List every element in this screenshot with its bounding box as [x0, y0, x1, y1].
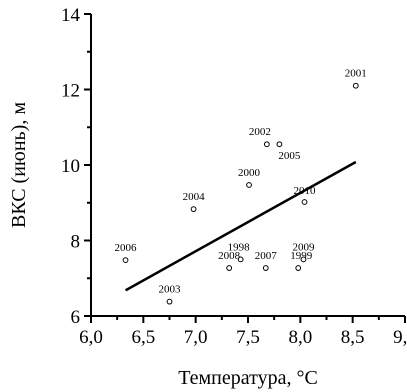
point-label: 1999	[290, 250, 313, 262]
x-tick-label: 6,0	[79, 327, 103, 348]
point-label: 2008	[218, 250, 241, 262]
x-tick-label: 6,5	[131, 327, 155, 348]
y-tick-label: 6	[71, 307, 81, 328]
y-axis-title: ВКС (июнь), м	[8, 102, 30, 228]
point-label: 2000	[238, 167, 261, 179]
trendline	[124, 160, 357, 292]
point-label: 2009	[292, 241, 315, 253]
data-point	[190, 206, 197, 213]
point-label: 2003	[159, 284, 182, 296]
point-label: 2001	[345, 68, 367, 80]
point-label: 2005	[278, 150, 301, 162]
data-point	[295, 265, 302, 271]
x-tick-label: 8,5	[341, 327, 365, 348]
x-axis-title: Температура, °C	[178, 367, 318, 389]
data-point	[246, 182, 252, 188]
y-tick-label: 14	[61, 5, 81, 26]
x-tick-label: 7,5	[236, 327, 260, 348]
point-label: 2010	[294, 185, 317, 197]
point-label: 2004	[183, 191, 206, 203]
point-label: 2007	[255, 250, 278, 262]
data-point	[262, 265, 269, 271]
y-tick-label: 12	[61, 81, 80, 102]
x-tick-label: 8,0	[288, 327, 312, 348]
data-point	[226, 265, 233, 271]
data-point	[122, 257, 129, 264]
y-tick-label: 10	[61, 156, 80, 177]
point-label: 1998	[228, 241, 251, 253]
data-point	[352, 82, 359, 89]
data-point	[276, 141, 283, 148]
x-tick-label: 7,0	[184, 327, 208, 348]
y-axis: 6 8 10 12 14	[61, 5, 92, 328]
data-point	[166, 298, 173, 305]
point-label: 2002	[249, 126, 271, 138]
data-point	[237, 256, 244, 263]
point-label: 2006	[115, 242, 138, 254]
x-tick-label: 9,0	[393, 327, 407, 348]
x-axis: 6,0 6,5 7,0 7,5 8,0 8,5 9,0	[79, 315, 407, 348]
trendline-group	[124, 160, 357, 292]
data-point	[301, 199, 308, 205]
y-tick-label: 8	[71, 232, 81, 253]
data-point	[300, 256, 307, 263]
data-point	[263, 141, 270, 148]
